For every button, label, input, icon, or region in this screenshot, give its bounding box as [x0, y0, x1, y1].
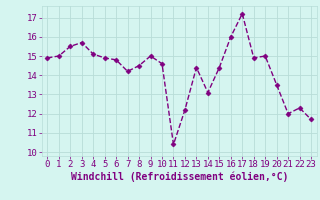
X-axis label: Windchill (Refroidissement éolien,°C): Windchill (Refroidissement éolien,°C) [70, 172, 288, 182]
